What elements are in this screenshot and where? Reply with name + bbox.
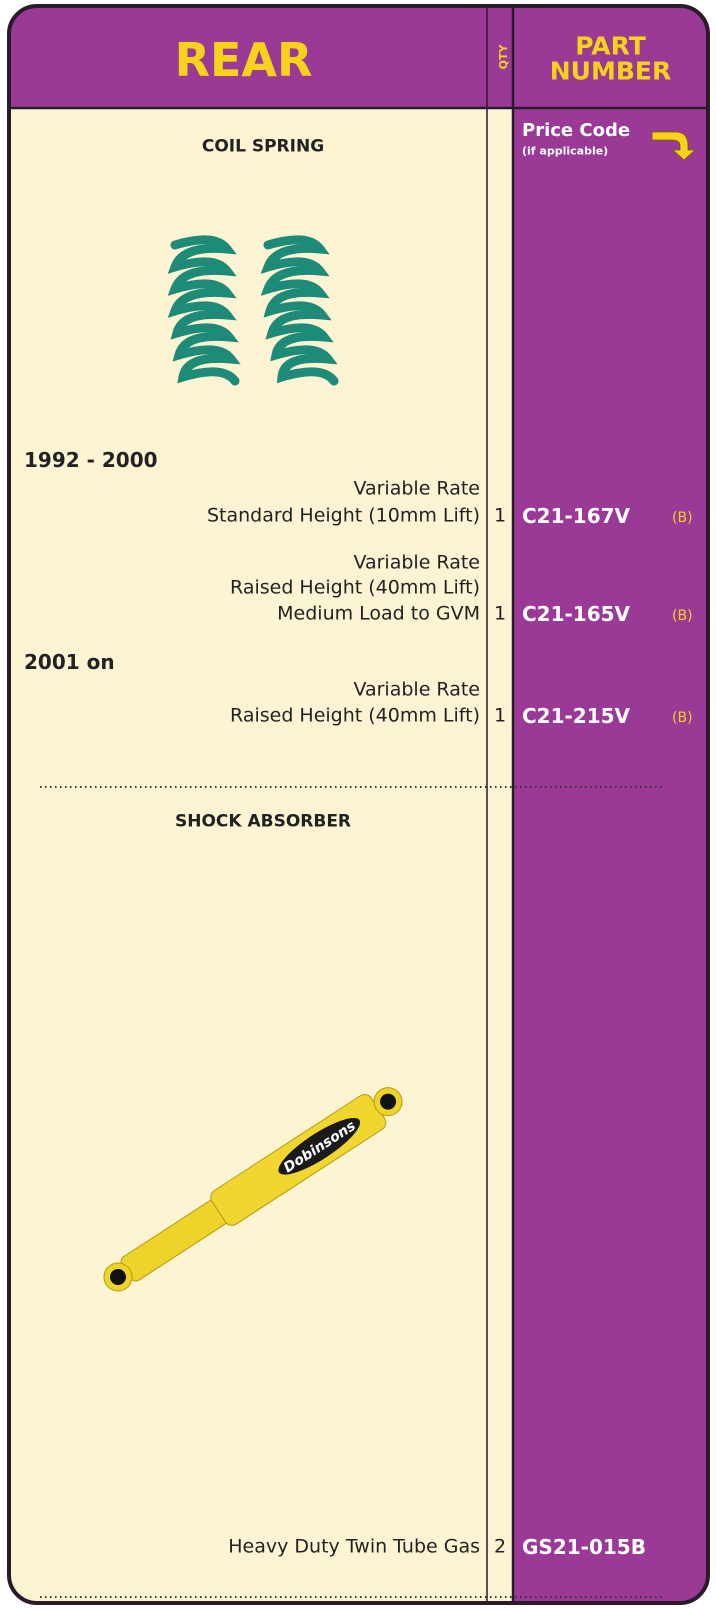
item-qty: 1 [494,707,506,726]
header-part: PART [513,34,708,59]
item-qty: 1 [494,507,506,526]
item-part: C21-165V [522,604,630,624]
frame: Dobinsons [0,0,716,1609]
item-qty: 2 [494,1538,506,1557]
item-line: Raised Height (40mm Lift) [230,707,480,726]
item-part: GS21-015B [522,1537,646,1557]
item-line: Variable Rate [353,681,480,700]
item-price-code: (B) [672,711,693,725]
item-line: Standard Height (10mm Lift) [207,507,480,526]
item-line: Heavy Duty Twin Tube Gas [228,1538,480,1557]
item-line: Variable Rate [353,554,480,573]
item-line: Medium Load to GVM [277,605,480,624]
header-section: REAR [0,37,487,83]
group-label: 1992 - 2000 [24,450,158,470]
item-line: Variable Rate [353,480,480,499]
item-price-code: (B) [672,609,693,623]
header-qty: QTY [498,45,509,70]
item-part: C21-215V [522,706,630,726]
item-qty: 1 [494,605,506,624]
item-line: Raised Height (40mm Lift) [230,579,480,598]
group-label: 2001 on [24,652,115,672]
section-title: COIL SPRING [0,139,526,156]
item-part: C21-167V [522,506,630,526]
section-title: SHOCK ABSORBER [0,814,526,831]
price-code-title: Price Code [522,122,630,140]
item-price-code: (B) [672,511,693,525]
price-code-note: (if applicable) [522,146,608,157]
page: Dobinsons REAR QTY PART NUMBER Price Cod… [0,0,716,1609]
header-part: NUMBER [513,59,708,84]
